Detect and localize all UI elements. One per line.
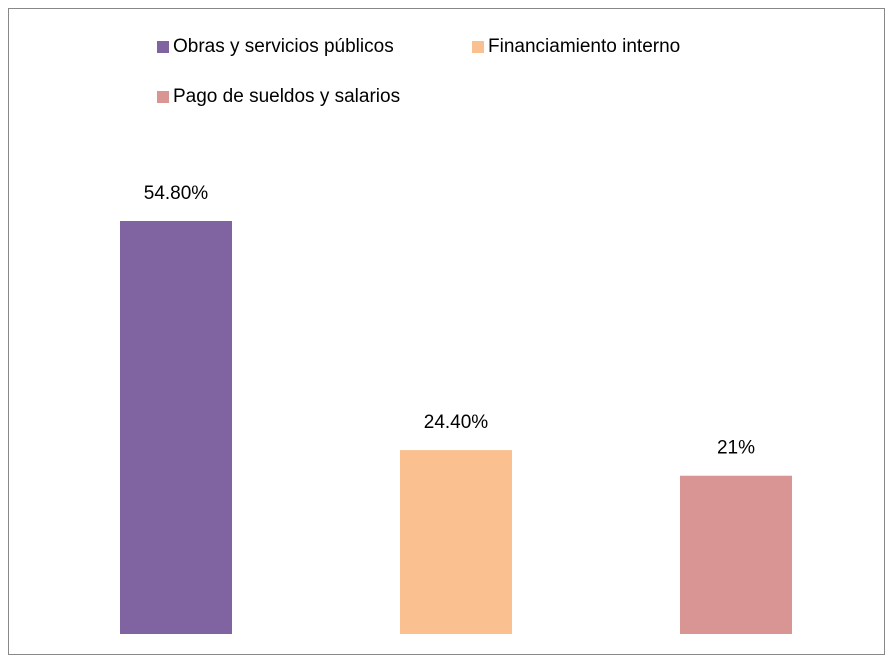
legend-label: Pago de sueldos y salarios [173, 86, 400, 107]
data-label: 21% [717, 438, 755, 459]
data-label: 54.80% [144, 183, 209, 204]
bar [120, 221, 232, 634]
legend-label: Obras y servicios públicos [173, 36, 394, 57]
bar [680, 475, 792, 634]
bar [400, 450, 512, 634]
legend-label: Financiamiento interno [488, 36, 680, 57]
data-label: 24.40% [424, 412, 489, 433]
legend-swatch [157, 91, 169, 103]
legend-swatch [157, 41, 169, 53]
legend-swatch [472, 41, 484, 53]
